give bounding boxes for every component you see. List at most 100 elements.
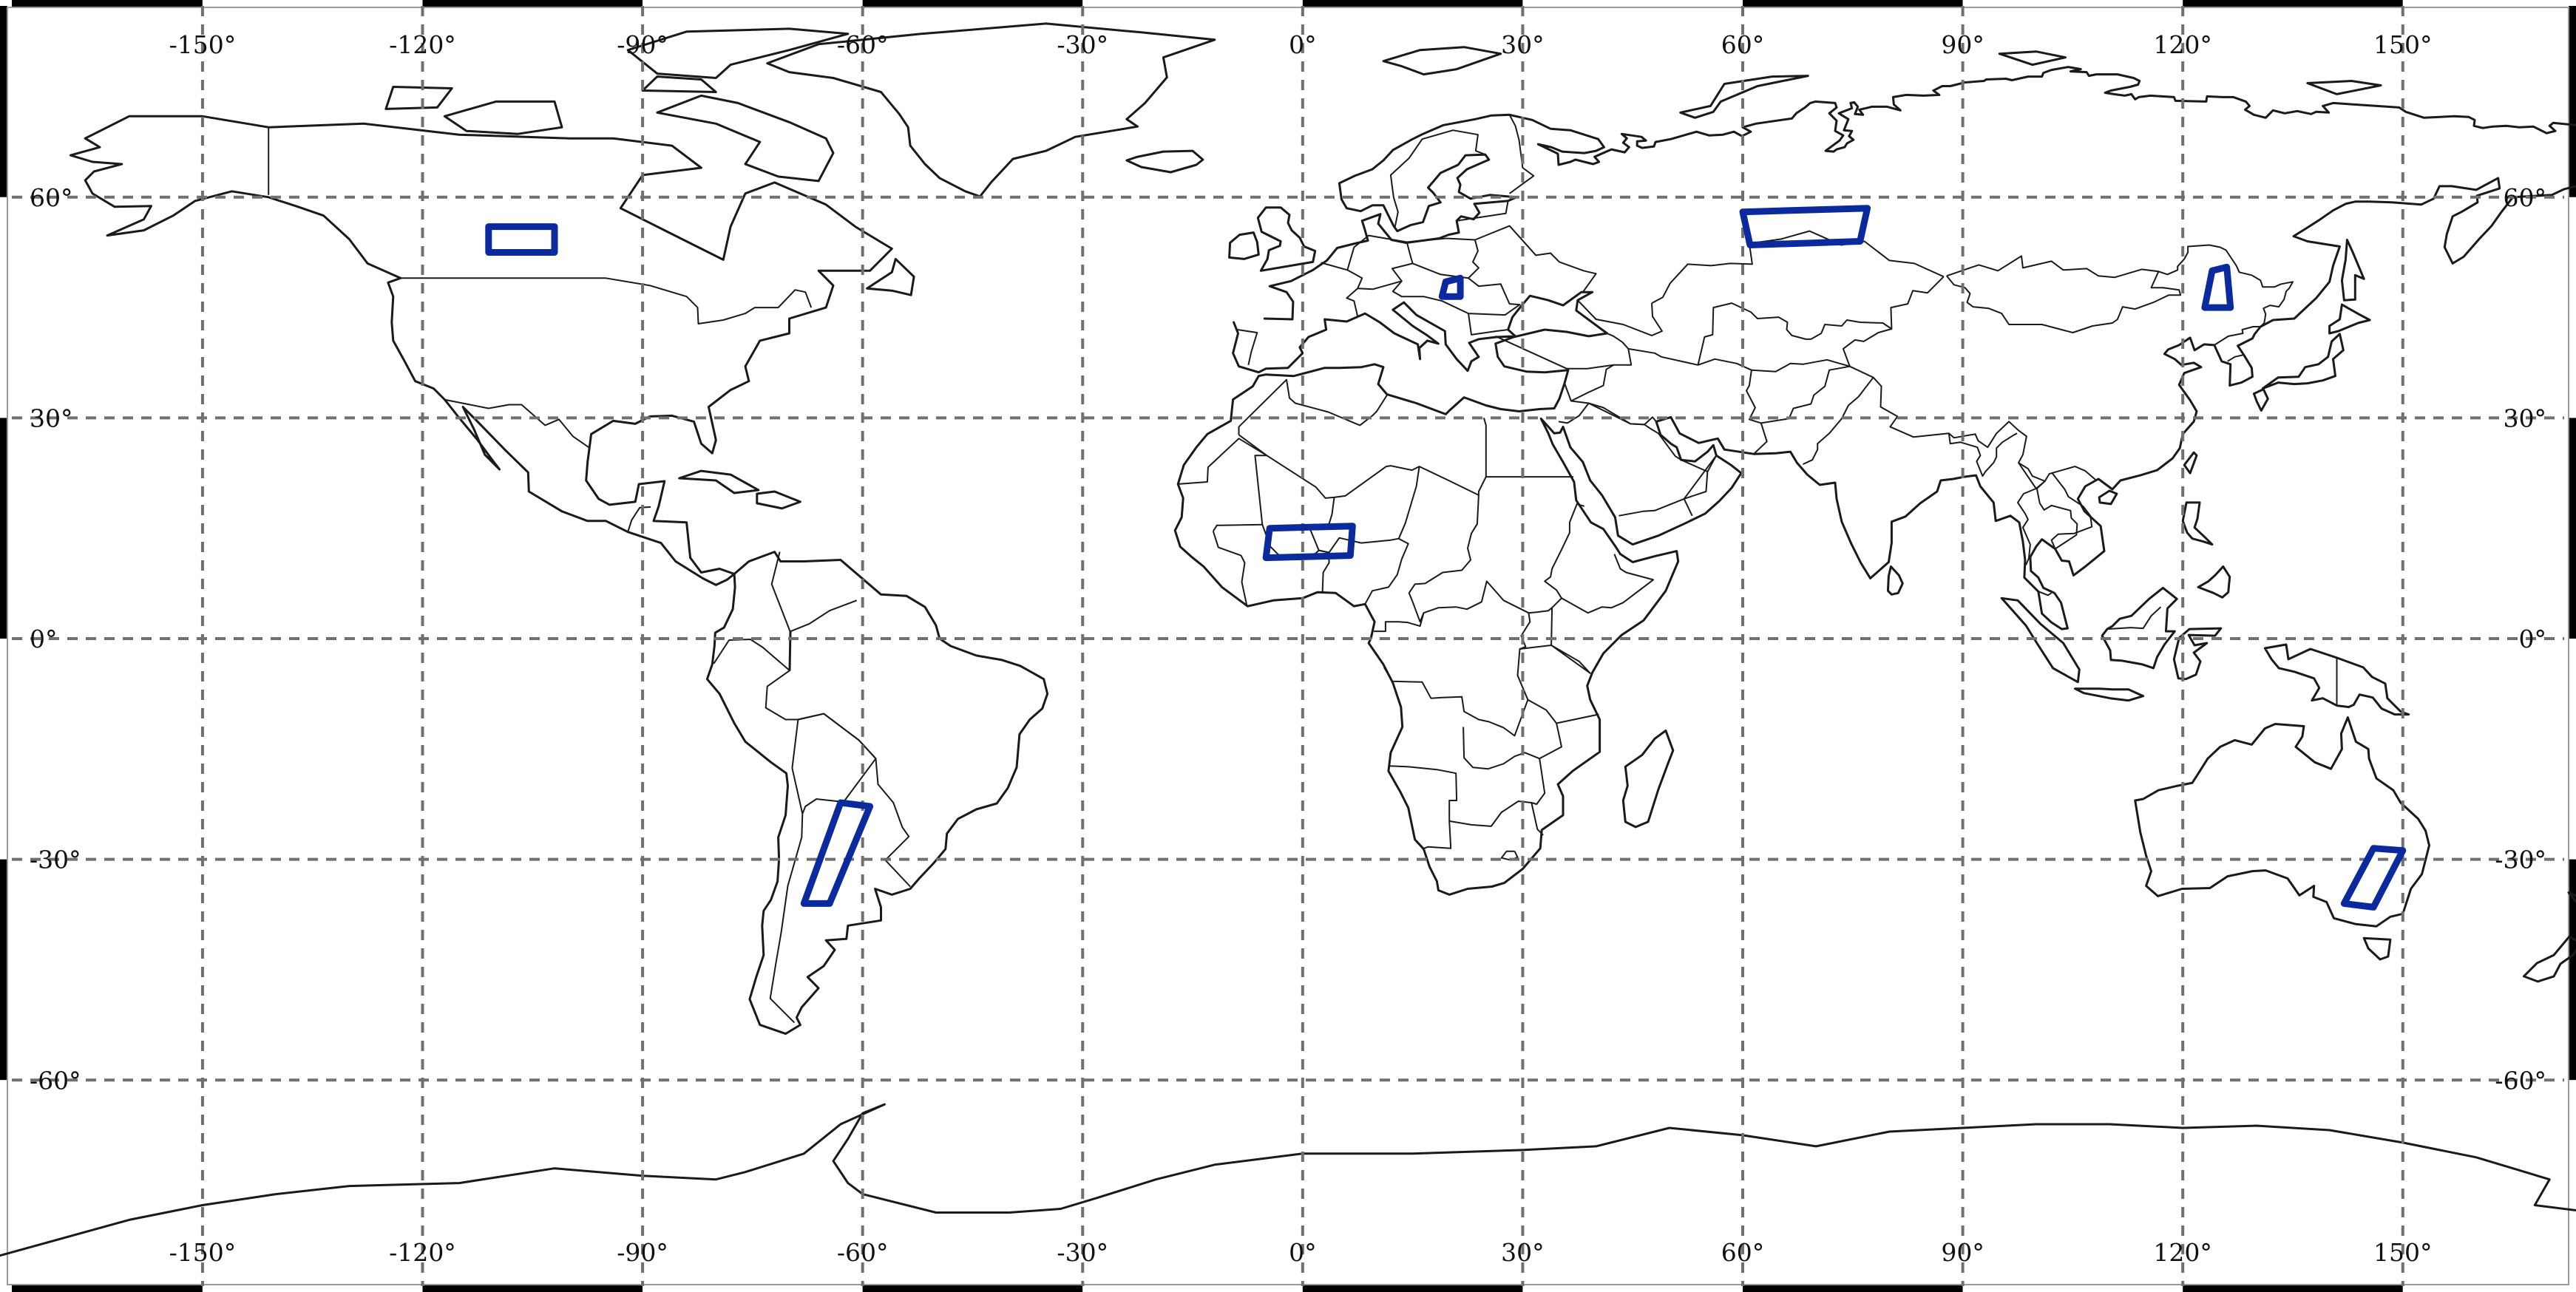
frame-segment-top [422, 0, 643, 7]
border-poland-east [1406, 237, 1479, 279]
coastline-iceland [1125, 149, 1204, 174]
lon-label-bottom: -120° [389, 1238, 456, 1267]
border-korea-dmz [2227, 353, 2245, 362]
frame-segment-bottom [1302, 1285, 1523, 1292]
frame-segment-top [862, 0, 1083, 7]
frame-segment-bottom [643, 1285, 863, 1292]
coastline-ireland [1228, 231, 1260, 260]
coastline-taiwan [2183, 451, 2198, 475]
border-namibia-botswana [1388, 765, 1458, 850]
border-baltics [1456, 200, 1509, 222]
coastline-great-britain [1256, 206, 1317, 272]
border-andes-border [769, 767, 804, 1024]
border-central-europe [1346, 234, 1414, 290]
coastline-new-guinea [2263, 643, 2410, 716]
lon-label-top: -120° [389, 30, 456, 59]
lon-label-bottom: 120° [2153, 1238, 2212, 1267]
frame-segment-bottom [12, 1285, 203, 1292]
lat-label-left: 60° [30, 183, 73, 212]
border-turkey-east [1495, 333, 1633, 370]
frame-segment-left [0, 859, 7, 1081]
border-ethiopia-somalia [1561, 554, 1654, 614]
lat-label-right: 0° [2519, 625, 2547, 653]
lon-label-top: -150° [169, 30, 237, 59]
frame-segment-left [0, 6, 7, 197]
lat-label-right: -60° [2495, 1066, 2546, 1095]
coastline-luzon [2181, 501, 2214, 546]
lon-label-top: -30° [1057, 30, 1108, 59]
border-balkans-south [1468, 313, 1508, 336]
frame-segment-right [2569, 859, 2576, 1081]
lat-label-left: 0° [30, 625, 58, 653]
graticule-labels-layer: -150° -150° -120° -120° -90° -90° -60° -60° -30°… [30, 30, 2546, 1267]
lat-label-right: 60° [2504, 183, 2547, 212]
frame-segment-top [1302, 0, 1523, 7]
border-north-africa [1238, 378, 1388, 435]
lon-label-top: 60° [1721, 30, 1765, 59]
frame-segment-top [1743, 0, 1963, 7]
border-scandinavia [1389, 129, 1486, 227]
border-tanzania-mozambique [1527, 698, 1599, 805]
border-middle-east [1564, 383, 1657, 426]
border-afghanistan-pakistan [1751, 358, 1851, 424]
border-himalaya-china-border [1872, 377, 2096, 482]
frame-segment-bottom [1962, 1285, 2183, 1292]
coastline-new-zealand-south [2522, 935, 2576, 983]
frame-segment-bottom [1082, 1285, 1303, 1292]
coastline-tasmania [2362, 936, 2392, 961]
coastline-victoria-island [443, 100, 563, 135]
frame-segment-top [202, 0, 423, 7]
frame-segment-bottom [422, 1285, 643, 1292]
border-us-mexico [444, 398, 591, 449]
border-china-mongolia [1946, 244, 2294, 327]
coastline-new-siberian-islands [2306, 80, 2382, 95]
lat-label-left: -30° [30, 846, 81, 874]
coastline-cuba [678, 469, 760, 494]
lon-label-bottom: 0° [1289, 1238, 1317, 1267]
coastline-newfoundland [866, 257, 915, 296]
lon-label-bottom: -90° [617, 1238, 668, 1267]
border-china-west [1842, 328, 1892, 367]
coastline-australia [2134, 716, 2430, 928]
frame-inner-edge [7, 7, 2569, 1285]
border-chad-sudan [1408, 494, 1584, 623]
lon-label-top: 30° [1501, 30, 1545, 59]
coastline-sumatra [2000, 596, 2081, 684]
coastline-java [2073, 687, 2145, 702]
region-northeast-china [2201, 263, 2234, 311]
border-algeria-south [1238, 418, 1487, 499]
border-mongolia-south [1946, 271, 2182, 333]
region-west-siberia [1739, 205, 1871, 248]
lon-label-top: 0° [1289, 30, 1317, 59]
border-malaysia-thailand [2036, 590, 2053, 596]
lon-label-bottom: -60° [837, 1238, 889, 1267]
coastline-sri-lanka [1886, 565, 1904, 596]
coastline-sulawesi [2172, 627, 2223, 681]
highlighted-regions-layer [485, 205, 2407, 911]
border-saudi-borders [1558, 402, 1709, 517]
border-myanmar-thailand [2017, 488, 2037, 565]
border-belarus-ukraine [1474, 225, 1597, 293]
coastline-devon-island [641, 75, 717, 93]
coastline-hispaniola [756, 490, 801, 510]
lon-label-top: 150° [2373, 30, 2433, 59]
border-southeast-asia [2018, 462, 2093, 550]
frame-segment-top [2402, 0, 2564, 7]
frame-segment-top [1522, 0, 1743, 7]
frame-segment-right [2569, 1080, 2576, 1286]
lon-label-bottom: -30° [1057, 1238, 1108, 1267]
coastline-south-america [705, 551, 1049, 1036]
coastline-hainan [2098, 489, 2118, 506]
lon-label-bottom: 60° [1721, 1238, 1765, 1267]
frame-segment-right [2569, 639, 2576, 860]
border-india-east [1948, 432, 2018, 477]
border-spain-portugal [1237, 329, 1258, 366]
frame-segment-left [0, 197, 7, 418]
border-romania-balkans [1392, 277, 1521, 316]
coastline-ellesmere-island [626, 27, 850, 79]
frame-segment-bottom [862, 1285, 1083, 1292]
border-congo-basin [1383, 613, 1531, 737]
border-oman-yemen [1683, 455, 1718, 517]
